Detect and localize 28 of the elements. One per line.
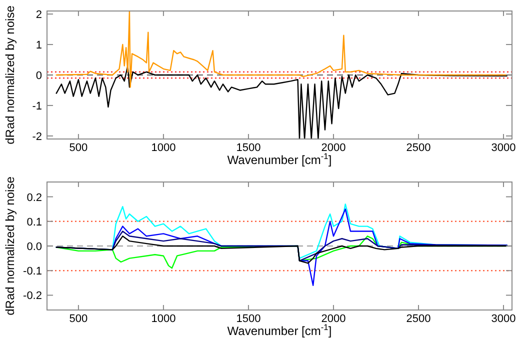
y-tick-label: -1	[32, 100, 42, 112]
y-tick-label: 0.2	[26, 192, 42, 204]
x-tick-label: 3000	[491, 142, 516, 154]
y-axis-title: dRad normalized by noise	[3, 5, 17, 144]
x-tick-label: 1000	[151, 313, 176, 325]
y-tick-label: 2	[36, 9, 42, 22]
y-tick-label: -2	[32, 130, 42, 143]
x-tick-label: 2000	[321, 142, 346, 154]
y-tick-label: 0.0	[26, 241, 42, 253]
y-axis-title: dRad normalized by noise	[3, 176, 17, 316]
x-tick-label: 1500	[236, 142, 261, 154]
x-tick-label: 500	[69, 313, 88, 325]
x-tick-label: 500	[69, 142, 88, 154]
x-tick-label: 2500	[406, 142, 431, 154]
x-tick-label: 3000	[491, 313, 516, 325]
x-axis-title: Wavenumber [cm$^{-1}$]	[227, 151, 332, 167]
line-series	[56, 10, 508, 88]
x-axis-title: Wavenumber [cm$^{-1}$]	[227, 322, 332, 338]
y-tick-label: -0.1	[23, 266, 42, 278]
y-tick-label: 0.1	[26, 216, 42, 228]
y-tick-label: 0	[36, 70, 42, 82]
y-tick-label: -0.2	[23, 290, 42, 302]
x-tick-label: 2500	[406, 313, 431, 325]
y-tick-label: 1	[36, 40, 42, 52]
x-tick-label: 2000	[321, 313, 346, 325]
x-tick-label: 1000	[151, 142, 176, 154]
x-tick-label: 1500	[236, 313, 261, 325]
line-series	[56, 65, 508, 140]
